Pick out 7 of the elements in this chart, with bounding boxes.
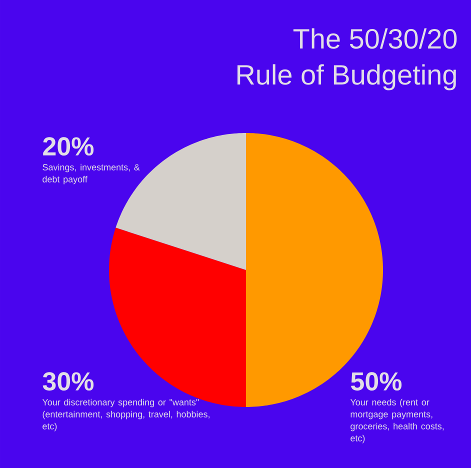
slice-label: Savings, investments, & debt payoff [42,164,140,184]
data-label: 30% [42,372,94,391]
data-label: 20% [43,137,94,156]
chart-title: The 50/30/20 Rule of Budgeting [237,28,457,90]
data-label: 50% [351,372,402,391]
slice-label: Your discretionary spending or "wants" (entertainment, shopping, travel, hobbies, etc) [42,398,210,432]
slice-label: Your needs (rent or mortgage payments, groceries, health costs, etc) [350,398,444,444]
